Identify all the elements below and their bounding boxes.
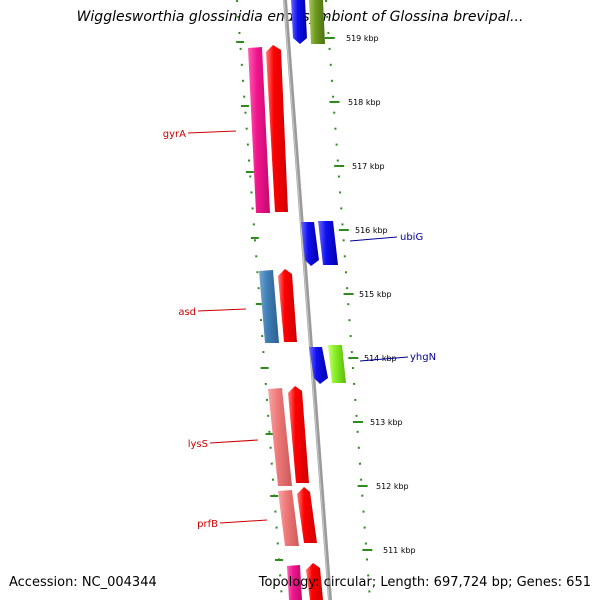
lysS-salmon-feature[interactable] [268,388,292,486]
scale-ticks [236,37,373,561]
gene-label-prfB[interactable]: prfB [197,519,218,530]
genome-backbone [283,0,332,600]
bottom-red-gene[interactable] [306,563,323,600]
tick-label-518: 518 kbp [348,98,381,107]
gene-labels: gyrA asd lysS prfB ubiG yhgN [163,129,436,530]
asd-steelblue-feature[interactable] [259,270,279,343]
tick-label-516: 516 kbp [355,226,388,235]
gene-label-ubiG[interactable]: ubiG [400,232,423,243]
right-track-boundary [325,0,371,600]
gene-label-asd[interactable]: asd [178,307,196,318]
gene-label-leaders [187,130,409,524]
bottom-pink-feature[interactable] [287,565,302,600]
lysS-gene[interactable] [288,386,309,483]
ubiG-gene[interactable] [318,221,338,265]
scale-tick-labels: 519 kbp 518 kbp 517 kbp 516 kbp 515 kbp … [346,34,416,555]
top-blue-gene[interactable] [291,0,307,44]
gene-label-lysS[interactable]: lysS [188,439,208,450]
tick-label-513: 513 kbp [370,418,403,427]
reverse-strand-genes [248,45,323,600]
tick-label-519: 519 kbp [346,34,379,43]
yhgN-gene[interactable] [328,345,346,383]
gyrA-pink-feature[interactable] [248,47,270,213]
top-olive-feature[interactable] [309,0,325,44]
genome-summary: Topology: circular; Length: 697,724 bp; … [258,575,591,590]
prfB-gene[interactable] [297,487,317,543]
gyrA-gene[interactable] [266,45,288,212]
prfB-salmon-feature[interactable] [278,490,299,546]
yhgN-blue-gene[interactable] [309,347,328,384]
tick-label-517: 517 kbp [352,162,385,171]
gene-label-gyrA[interactable]: gyrA [163,129,186,140]
tick-label-512: 512 kbp [376,482,409,491]
tick-label-511: 511 kbp [383,546,416,555]
forward-strand-genes [291,0,346,384]
accession-label: Accession: NC_004344 [9,575,157,590]
gene-label-yhgN[interactable]: yhgN [410,352,436,363]
tick-label-515: 515 kbp [359,290,392,299]
tick-label-514: 514 kbp [364,354,397,363]
ubiG-blue-gene[interactable] [301,222,319,266]
asd-gene[interactable] [278,269,297,342]
